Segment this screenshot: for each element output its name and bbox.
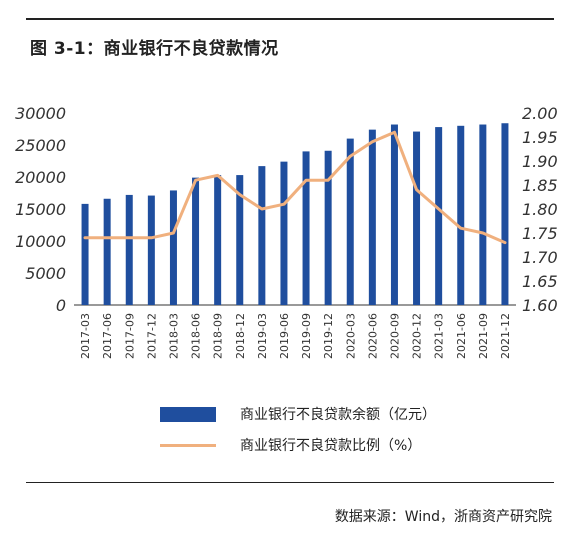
y-right-tick-label: 1.75	[522, 224, 558, 243]
y-right-tick-label: 1.65	[522, 272, 558, 291]
bar	[479, 124, 487, 306]
legend-item-bar: 商业银行不良贷款余额（亿元）	[160, 404, 436, 424]
x-tick-label: 2020-09	[388, 313, 401, 359]
x-tick-label: 2021-12	[499, 313, 512, 359]
y-left-tick-label: 15000	[15, 200, 66, 219]
x-tick-label: 2018-03	[167, 313, 180, 359]
x-tick-label: 2021-06	[455, 313, 468, 359]
bar	[169, 190, 177, 305]
bar	[346, 138, 354, 305]
bar	[236, 175, 244, 305]
ratio-line	[83, 130, 507, 245]
x-tick-label: 2019-12	[322, 313, 335, 359]
bar	[324, 150, 332, 305]
bar	[258, 166, 266, 305]
x-tick-label: 2019-06	[278, 313, 291, 359]
bar	[214, 175, 222, 305]
y-right-tick-label: 1.80	[522, 200, 558, 219]
bar	[192, 177, 200, 305]
y-right-tick-label: 1.85	[522, 176, 558, 195]
y-left-tick-label: 25000	[15, 136, 66, 155]
legend-item-line: 商业银行不良贷款比例（%）	[160, 435, 421, 455]
y-left-tick-label: 30000	[15, 104, 66, 123]
y-right-tick-label: 1.60	[522, 296, 558, 315]
x-tick-label: 2019-09	[300, 313, 313, 359]
x-tick-label: 2020-12	[411, 313, 424, 359]
chart-title: 图 3-1：商业银行不良贷款情况	[30, 39, 279, 59]
bar	[147, 195, 155, 305]
bar	[81, 203, 89, 305]
y-right-tick-label: 1.95	[522, 128, 558, 147]
y-right-tick-label: 1.70	[522, 248, 558, 267]
bar	[302, 151, 310, 305]
x-tick-label: 2017-12	[145, 313, 158, 359]
y-left-tick-label: 0	[56, 296, 66, 315]
bar	[125, 194, 133, 305]
bar	[103, 198, 111, 305]
x-tick-label: 2020-06	[366, 313, 379, 359]
x-tick-label: 2018-12	[234, 313, 247, 359]
x-tick-label: 2021-09	[477, 313, 490, 359]
bar	[280, 161, 288, 305]
bar	[390, 124, 398, 306]
bar	[501, 123, 509, 306]
top-rule	[26, 18, 554, 20]
y-left-tick-label: 5000	[25, 264, 66, 283]
x-tick-label: 2019-03	[256, 313, 269, 359]
y-left-tick-label: 10000	[15, 232, 66, 251]
x-tick-label: 2021-03	[433, 313, 446, 359]
bar	[457, 125, 465, 305]
x-tick-label: 2018-09	[212, 313, 225, 359]
x-tick-label: 2020-03	[344, 313, 357, 359]
bar	[368, 129, 376, 305]
legend-bar-swatch	[160, 406, 216, 422]
bottom-rule	[26, 482, 554, 483]
source-note: 数据来源：Wind，浙商资产研究院	[334, 509, 552, 525]
x-tick-label: 2017-09	[123, 313, 136, 359]
legend-line-swatch	[160, 443, 216, 447]
legend-bar-label: 商业银行不良贷款余额（亿元）	[240, 407, 436, 423]
x-tick-label: 2017-03	[79, 313, 92, 359]
legend-line-label: 商业银行不良贷款比例（%）	[240, 438, 422, 454]
bar	[413, 131, 421, 305]
y-left-tick-label: 20000	[15, 168, 66, 187]
y-right-tick-label: 2.00	[522, 104, 558, 123]
x-tick-label: 2018-06	[190, 313, 203, 359]
bar	[435, 127, 443, 305]
x-tick-label: 2017-06	[101, 313, 114, 359]
y-right-tick-label: 1.90	[522, 152, 558, 171]
